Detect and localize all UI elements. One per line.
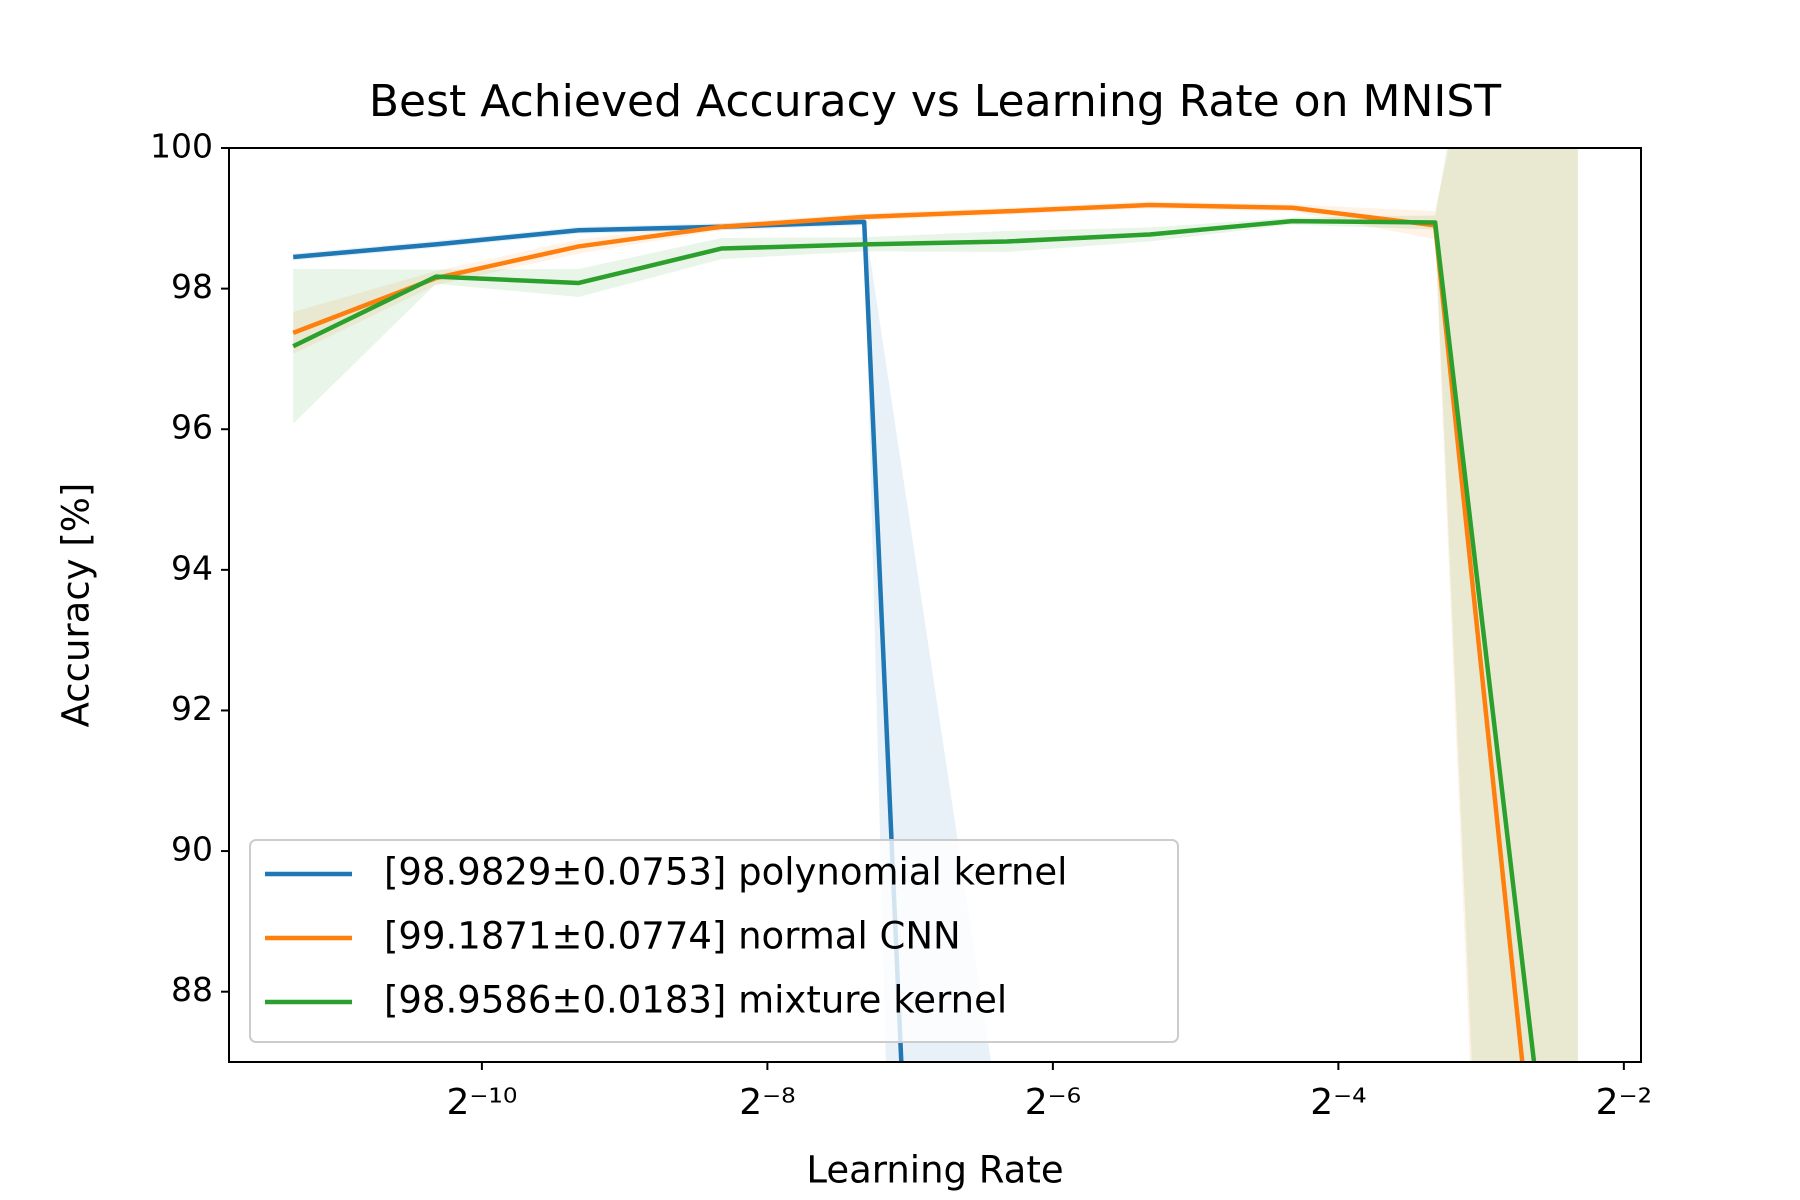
x-tick-label: 2⁻⁸ xyxy=(739,1082,795,1123)
x-tick-label: 2⁻⁴ xyxy=(1310,1082,1366,1123)
chart-title: Best Achieved Accuracy vs Learning Rate … xyxy=(369,76,1501,127)
axes: 88 90 92 94 96 98 100 2⁻¹⁰ 2⁻⁸ 2⁻⁶ 2⁻⁴ 2⁻² xyxy=(150,127,1652,1124)
y-tick-label: 88 xyxy=(171,970,213,1009)
y-tick-label: 90 xyxy=(171,830,213,869)
x-axis-label: Learning Rate xyxy=(806,1149,1063,1192)
y-axis-label: Accuracy [%] xyxy=(55,483,98,728)
y-tick-label: 94 xyxy=(171,548,213,587)
series-line xyxy=(292,202,1525,1062)
y-tick-label: 96 xyxy=(171,408,213,447)
legend-box xyxy=(249,839,1179,1043)
legend: [98.9829±0.0753] polynomial kernel [99.18… xyxy=(249,839,1179,1043)
spread-band xyxy=(293,218,992,1062)
series-line xyxy=(293,219,904,1062)
y-tick-label: 92 xyxy=(171,689,213,728)
spread-band xyxy=(293,148,1578,1062)
spread-band xyxy=(293,148,1578,1062)
legend-label: [99.1871±0.0774] normal CNN xyxy=(384,915,961,958)
y-tick-label: 100 xyxy=(150,127,213,166)
y-tick-label: 98 xyxy=(171,267,213,306)
plot-frame xyxy=(228,147,1642,1063)
series-line xyxy=(292,218,1537,1062)
lines xyxy=(292,202,1537,1062)
x-tick-label: 2⁻⁶ xyxy=(1025,1082,1081,1123)
legend-label: [98.9586±0.0183] mixture kernel xyxy=(384,979,1007,1022)
x-tick-label: 2⁻² xyxy=(1596,1082,1652,1123)
legend-label: [98.9829±0.0753] polynomial kernel xyxy=(384,851,1067,894)
x-tick-label: 2⁻¹⁰ xyxy=(447,1082,518,1123)
